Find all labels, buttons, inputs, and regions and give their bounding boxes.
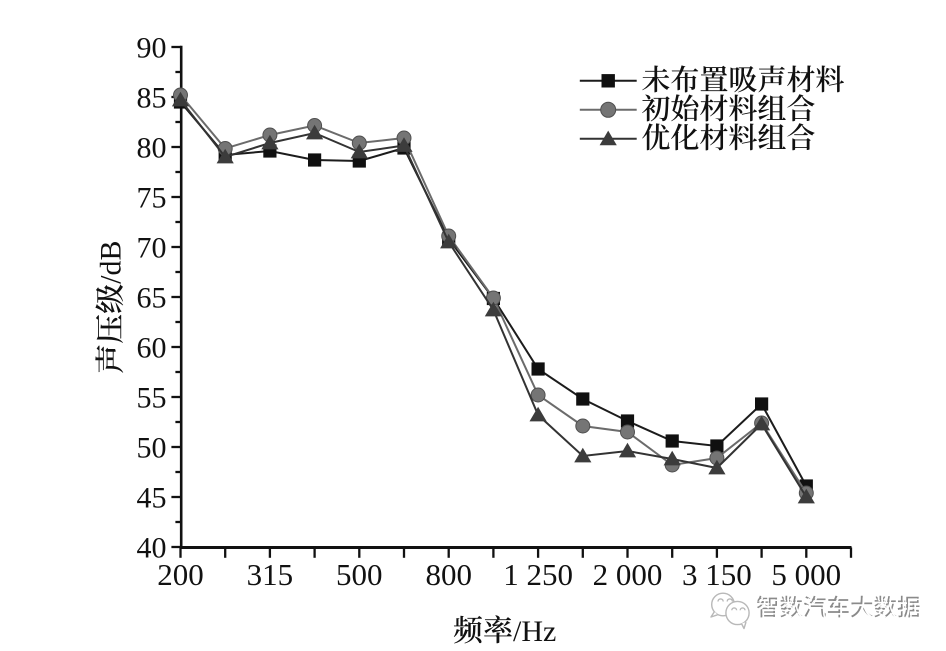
- svg-text:45: 45: [137, 481, 167, 514]
- svg-text:200: 200: [157, 557, 204, 592]
- svg-text:3 150: 3 150: [682, 557, 752, 592]
- svg-text:1 250: 1 250: [503, 557, 573, 592]
- svg-text:500: 500: [336, 557, 383, 592]
- svg-text:80: 80: [137, 131, 167, 164]
- svg-text:800: 800: [425, 557, 472, 592]
- svg-text:55: 55: [137, 381, 167, 414]
- svg-text:2 000: 2 000: [593, 557, 663, 592]
- svg-text:40: 40: [137, 531, 167, 564]
- svg-text:90: 90: [137, 31, 167, 64]
- svg-text:315: 315: [247, 557, 294, 592]
- svg-text:5 000: 5 000: [771, 557, 841, 592]
- svg-text:50: 50: [137, 431, 167, 464]
- svg-text:75: 75: [137, 181, 167, 214]
- svg-text:/dB: /dB: [95, 240, 128, 283]
- svg-text:/Hz: /Hz: [513, 615, 556, 648]
- svg-text:70: 70: [137, 231, 167, 264]
- svg-text:60: 60: [137, 331, 167, 364]
- svg-text:85: 85: [137, 81, 167, 114]
- svg-text:65: 65: [137, 281, 167, 314]
